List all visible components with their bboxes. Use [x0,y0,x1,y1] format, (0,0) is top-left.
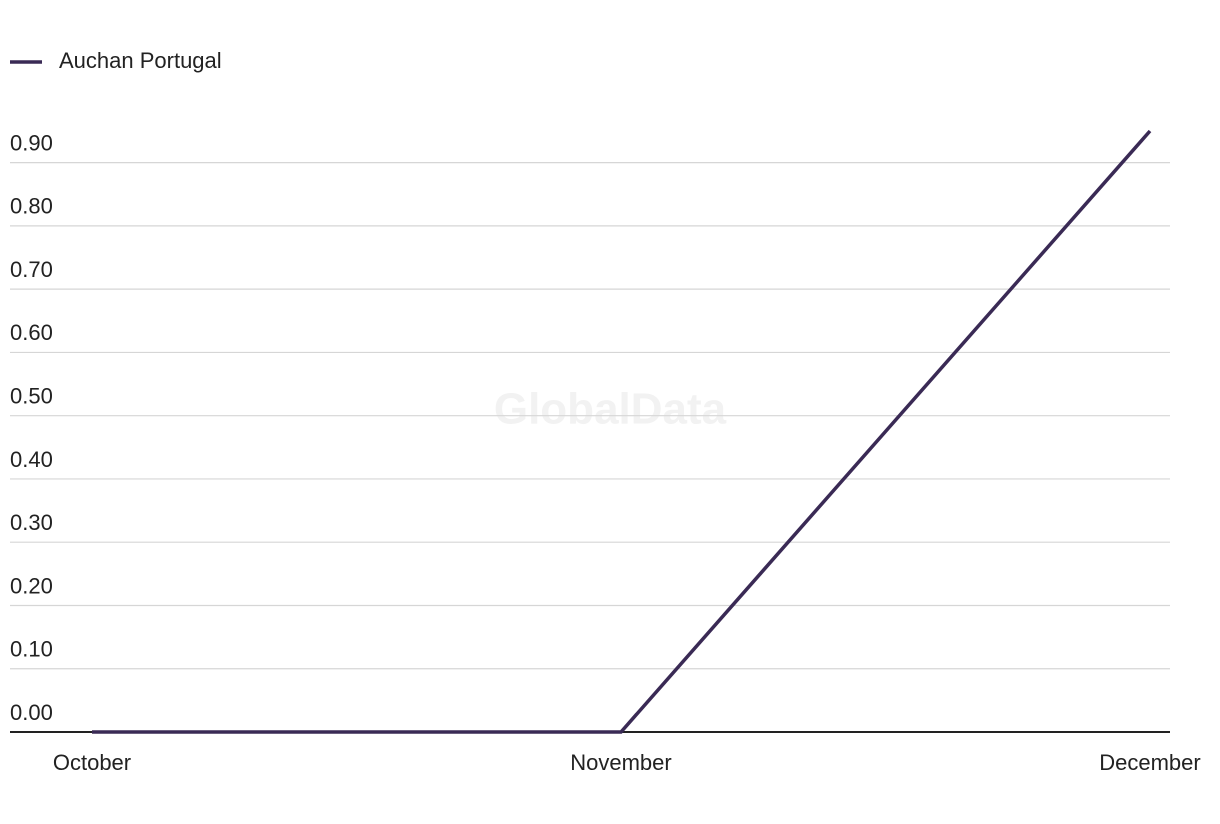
y-tick-label: 0.10 [10,637,53,662]
y-tick-label: 0.20 [10,573,53,598]
y-tick-label: 0.70 [10,257,53,282]
y-tick-label: 0.90 [10,130,53,155]
x-tick-label: November [570,750,671,775]
line [92,129,1152,734]
legend-label: Auchan Portugal [59,48,222,73]
y-tick-label: 0.00 [10,700,53,725]
y-tick-label: 0.50 [10,383,53,408]
y-tick-label: 0.80 [10,194,53,219]
x-tick-label: December [1099,750,1200,775]
y-tick-label: 0.40 [10,447,53,472]
watermark: GlobalData [494,385,727,434]
x-tick-label: October [53,750,131,775]
y-tick-label: 0.60 [10,320,53,345]
y-tick-label: 0.30 [10,510,53,535]
